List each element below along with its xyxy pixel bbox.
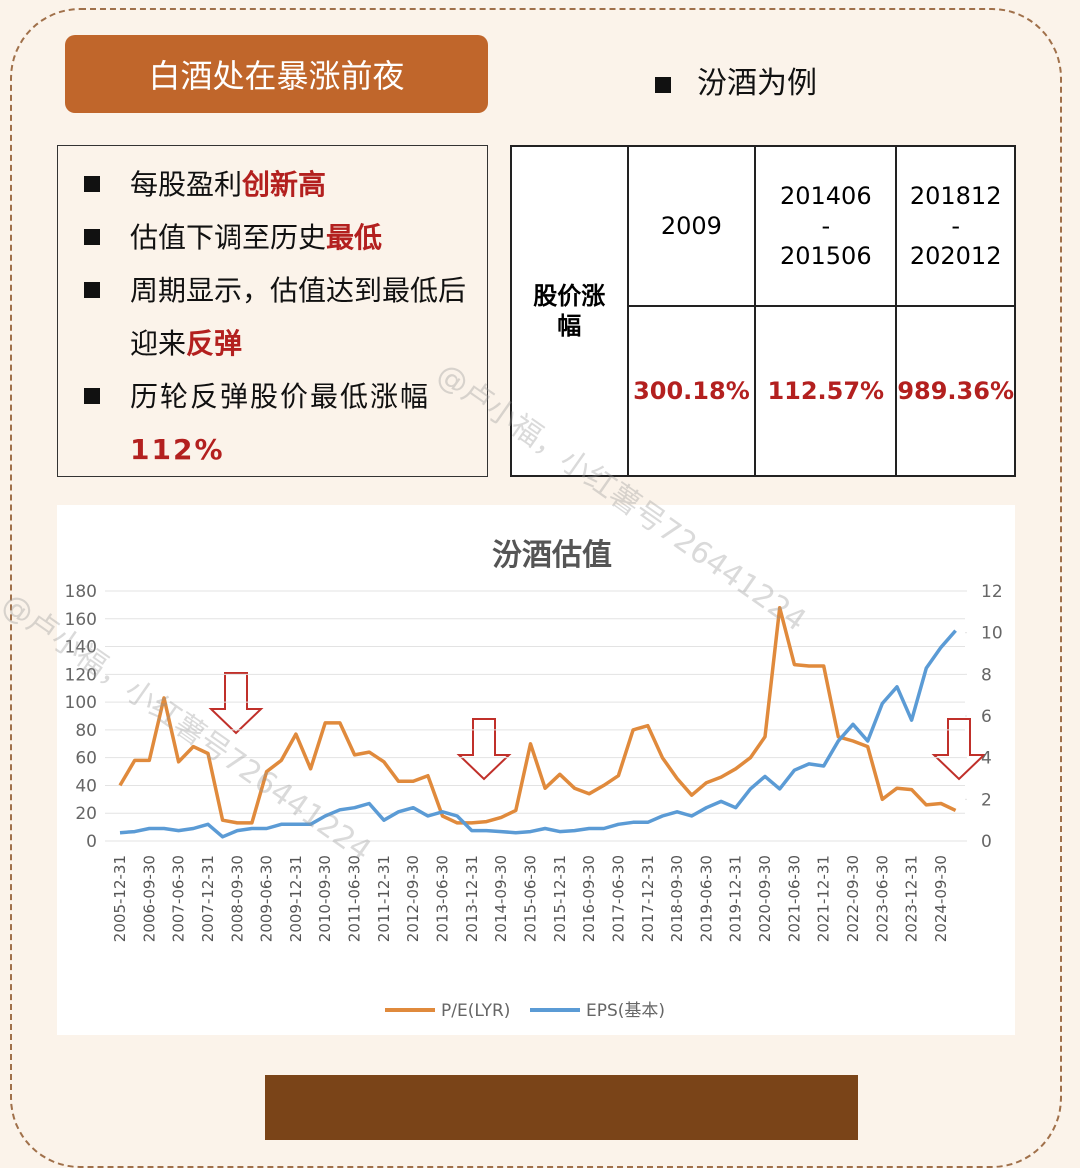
x-tick-label: 2006-09-30 — [140, 855, 158, 942]
x-tick-label: 2008-09-30 — [228, 855, 246, 942]
point-text: 历轮反弹股价最低涨幅 — [130, 380, 431, 413]
y-tick-label: 20 — [75, 804, 97, 824]
x-tick-label: 2019-12-31 — [727, 855, 745, 942]
y-tick-label: 120 — [65, 665, 97, 685]
y2-tick-label: 0 — [981, 832, 992, 852]
x-tick-label: 2009-12-31 — [287, 855, 305, 942]
y2-tick-label: 2 — [981, 790, 992, 810]
series-line — [119, 629, 957, 839]
y2-tick-label: 6 — [981, 707, 992, 727]
value: 112.57% — [754, 305, 898, 477]
x-tick-label: 2021-06-30 — [785, 855, 803, 942]
x-tick-label: 2017-06-30 — [609, 855, 627, 942]
x-tick-label: 2014-09-30 — [492, 855, 510, 942]
arrow — [208, 672, 264, 735]
arrow — [931, 718, 987, 781]
x-tick-label: 2016-09-30 — [580, 855, 598, 942]
x-tick-label: 2022-09-30 — [844, 855, 862, 942]
chart-box: 汾酒估值 0 20 40 60 80 100 120 140 160 180 0 2 4 6 8 10 12 20… — [57, 505, 1015, 1035]
x-tick-label: 2020-09-30 — [756, 855, 774, 942]
point-text: 估值下调至历史 — [130, 221, 327, 254]
point-em: 创新高 — [242, 168, 327, 201]
y-tick-label: 140 — [65, 638, 97, 658]
y-tick-label: 80 — [75, 721, 97, 741]
x-tick-label: 2011-12-31 — [375, 855, 393, 942]
legend-label: EPS(基本) — [586, 1001, 665, 1021]
x-tick-label: 2009-06-30 — [258, 855, 276, 942]
value: 989.36% — [895, 305, 1016, 477]
points: 每股盈利创新高 估值下调至历史最低 周期显示，估值达到最低后迎来反弹 历轮反弹股… — [57, 145, 488, 477]
col-text: 2009 — [660, 212, 722, 240]
x-tick-label: 2013-06-30 — [434, 855, 452, 942]
title: 白酒处在暴涨前夜 — [65, 35, 488, 113]
y2-tick-label: 10 — [981, 624, 1003, 644]
col-text: - — [951, 212, 960, 240]
x-tick-label: 2012-09-30 — [404, 855, 422, 942]
x-tick-label: 2013-12-31 — [463, 855, 481, 942]
y2-tick-label: 12 — [981, 582, 1003, 602]
x-tick-label: 2021-12-31 — [815, 855, 833, 942]
value: 300.18% — [626, 305, 757, 477]
col-text: 201812 — [909, 182, 1002, 210]
point-em: 最低 — [326, 221, 383, 254]
point-em: 112% — [130, 433, 225, 466]
point: 周期显示，估值达到最低后迎来反弹 — [84, 264, 477, 370]
col-head: 2009 — [626, 145, 757, 307]
page: 白酒处在暴涨前夜 汾酒为例 每股盈利创新高 估值下调至历史最低 周期显示，估值达… — [0, 8, 1062, 1168]
y2-tick-label: 8 — [981, 665, 992, 685]
y-tick-label: 180 — [65, 582, 97, 602]
x-tick-label: 2010-09-30 — [316, 855, 334, 942]
col-text: 201506 — [779, 242, 872, 270]
y-tick-label: 60 — [75, 749, 97, 769]
legend-label: P/E(LYR) — [441, 1001, 510, 1021]
arrows — [208, 672, 987, 781]
example: 汾酒为例 — [655, 58, 817, 102]
chart-title: 汾酒估值 — [492, 538, 612, 573]
x-tick-label: 2007-12-31 — [199, 855, 217, 942]
col-text: 201406 — [779, 182, 872, 210]
chart: 汾酒估值 0 20 40 60 80 100 120 140 160 180 0 2 4 6 8 10 12 20… — [65, 538, 1003, 1021]
point-em: 反弹 — [186, 327, 243, 360]
x-tick-label: 2011-06-30 — [346, 855, 364, 942]
row-label: 股价涨幅 — [510, 145, 629, 477]
point: 每股盈利创新高 — [84, 158, 477, 211]
point-text: 周期显示，估值达到最低后迎来 — [130, 274, 467, 360]
x-tick-label: 2019-06-30 — [697, 855, 715, 942]
table: 股价涨幅 2009 201406-201506 201812-202012 30… — [510, 145, 1016, 477]
point: 估值下调至历史最低 — [84, 211, 477, 264]
series-line — [118, 605, 957, 825]
col-head: 201812-202012 — [895, 145, 1016, 307]
x-tick-label: 2023-06-30 — [873, 855, 891, 942]
y2-tick-label: 4 — [981, 749, 992, 769]
point: 历轮反弹股价最低涨幅 112% — [84, 370, 477, 476]
point-text: 每股盈利 — [130, 168, 243, 201]
col-text: 202012 — [909, 242, 1002, 270]
y-tick-label: 100 — [65, 693, 97, 713]
x-tick-label: 2007-06-30 — [170, 855, 188, 942]
x-tick-label: 2024-09-30 — [932, 855, 950, 942]
x-tick-label: 2015-06-30 — [521, 855, 539, 942]
col-head: 201406-201506 — [754, 145, 898, 307]
col-text: - — [821, 212, 831, 240]
y-tick-label: 40 — [75, 776, 97, 796]
x-tick-label: 2015-12-31 — [551, 855, 569, 942]
arrow — [456, 718, 512, 781]
x-tick-label: 2023-12-31 — [903, 855, 921, 942]
y-tick-label: 160 — [65, 610, 97, 630]
x-tick-label: 2018-09-30 — [668, 855, 686, 942]
example-text: 汾酒为例 — [697, 66, 817, 101]
x-tick-label: 2017-12-31 — [639, 855, 657, 942]
y-tick-label: 0 — [86, 832, 97, 852]
x-tick-label: 2005-12-31 — [111, 855, 129, 942]
banner — [265, 1075, 858, 1140]
